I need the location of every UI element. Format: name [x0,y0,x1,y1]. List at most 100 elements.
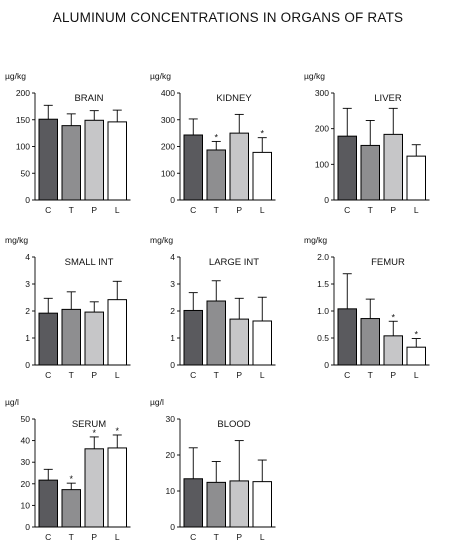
category-label: C [45,370,51,380]
category-label: C [190,205,196,215]
y-tick-label: 50 [21,414,31,424]
y-tick-label: 100 [161,168,175,178]
y-unit-label: mg/kg [304,235,327,245]
bar-l [406,346,426,366]
bar-c [38,312,58,366]
bar-l [252,481,272,528]
y-tick-label: 50 [21,168,31,178]
bar-l [107,121,127,201]
category-label: T [69,205,74,215]
y-tick-label: 0 [170,360,175,370]
y-tick-label: 100 [16,142,30,152]
panel-title: BLOOD [217,419,250,430]
bar-p [383,133,403,201]
y-unit-label: µg/kg [5,71,26,81]
significance-marker: * [414,330,418,340]
y-tick-label: 400 [161,88,175,98]
y-tick-label: 2.0 [317,252,329,262]
category-label: C [45,532,51,542]
y-tick-label: 2 [170,306,175,316]
category-label: P [236,532,242,542]
bar-p [229,132,249,201]
y-tick-label: 0 [25,522,30,532]
category-label: P [236,370,242,380]
bar-p [84,311,104,366]
panel-blood: µg/l BLOOD 0 10 20 30 C T P L [150,397,276,542]
bar-c [183,478,203,528]
category-label: L [260,205,265,215]
y-tick-label: 3 [170,279,175,289]
figure-title: ALUMINUM CONCENTRATIONS IN ORGANS OF RAT… [52,10,404,25]
bar-p [229,318,249,366]
category-label: T [214,205,219,215]
bar-t [61,125,81,201]
bar-t [206,300,226,366]
category-label: P [91,532,97,542]
y-tick-label: 40 [21,436,31,446]
category-label: L [414,205,419,215]
panel-title: SMALL INT [65,257,114,268]
bar-p [84,119,104,201]
y-tick-label: 3 [25,279,30,289]
category-label: P [390,205,396,215]
bar-c [183,309,203,366]
category-label: C [190,532,196,542]
bar-t [206,149,226,201]
panel-title: FEMUR [371,257,405,268]
category-label: P [91,205,97,215]
significance-marker: * [115,426,119,436]
bar-l [406,155,426,201]
bar-c [38,118,58,201]
bar-t [61,308,81,366]
bar-t [360,144,380,201]
y-tick-label: 0 [324,360,329,370]
bar-c [337,135,357,201]
y-tick-label: 0 [324,195,329,205]
y-tick-label: 200 [315,124,329,134]
bar-t [61,489,81,528]
y-tick-label: 0 [170,522,175,532]
panel-kidney: µg/kg KIDNEY 0 100 200 300 400 C * T P * L [150,71,276,215]
panel-title: LIVER [374,93,402,104]
bar-l [252,151,272,201]
panel-brain: µg/kg BRAIN 0 50 100 150 200 C T P L [5,71,131,215]
category-label: T [69,532,74,542]
significance-marker: * [391,312,395,322]
category-label: T [368,370,373,380]
category-label: P [91,370,97,380]
category-label: T [69,370,74,380]
category-label: L [260,532,265,542]
panel-small-int: mg/kg SMALL INT 0 1 2 3 4 C T P L [5,235,131,380]
significance-marker: * [92,428,96,438]
y-tick-label: 100 [315,159,329,169]
y-tick-label: 20 [21,479,31,489]
y-tick-label: 4 [170,252,175,262]
y-tick-label: 1 [170,333,175,343]
bar-c [183,134,203,201]
y-tick-label: 200 [161,142,175,152]
y-tick-label: 4 [25,252,30,262]
y-tick-label: 300 [315,88,329,98]
y-tick-label: 10 [21,500,31,510]
y-tick-label: 0.5 [317,333,329,343]
y-tick-label: 10 [166,486,176,496]
category-label: L [115,370,120,380]
y-unit-label: µg/kg [150,71,171,81]
category-label: C [45,205,51,215]
significance-marker: * [69,474,73,484]
category-label: L [260,370,265,380]
bar-t [360,318,380,366]
category-label: T [214,532,219,542]
y-tick-label: 300 [161,115,175,125]
category-label: C [344,205,350,215]
significance-marker: * [260,129,264,139]
category-label: P [236,205,242,215]
bar-t [206,481,226,528]
y-tick-label: 30 [21,457,31,467]
category-label: P [390,370,396,380]
y-tick-label: 150 [16,115,30,125]
panel-title: BRAIN [74,93,103,104]
y-unit-label: µg/l [150,397,164,407]
y-tick-label: 2 [25,306,30,316]
y-unit-label: µg/kg [304,71,325,81]
